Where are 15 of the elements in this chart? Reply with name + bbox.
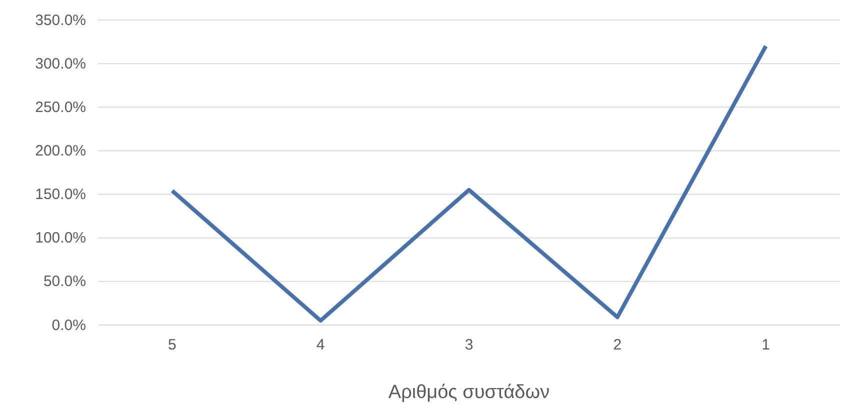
x-tick-label: 5 xyxy=(168,336,176,354)
y-tick-label: 250.0% xyxy=(35,98,86,116)
x-tick-label: 3 xyxy=(464,336,474,354)
x-axis-title: Αριθμός συστάδων xyxy=(388,382,550,403)
y-tick-label: 50.0% xyxy=(43,273,86,290)
x-tick-label: 1 xyxy=(762,336,770,354)
y-tick-label: 200.0% xyxy=(35,142,86,160)
y-tick-label: 100.0% xyxy=(35,230,86,247)
y-tick-label: 350.0% xyxy=(35,12,86,29)
x-tick-label: 2 xyxy=(613,336,622,354)
y-tick-label: 300.0% xyxy=(35,55,86,72)
x-tick-label: 4 xyxy=(316,336,325,354)
line-series xyxy=(170,44,768,323)
y-tick-label: 0.0% xyxy=(52,316,86,334)
y-tick-label: 150.0% xyxy=(35,186,86,204)
